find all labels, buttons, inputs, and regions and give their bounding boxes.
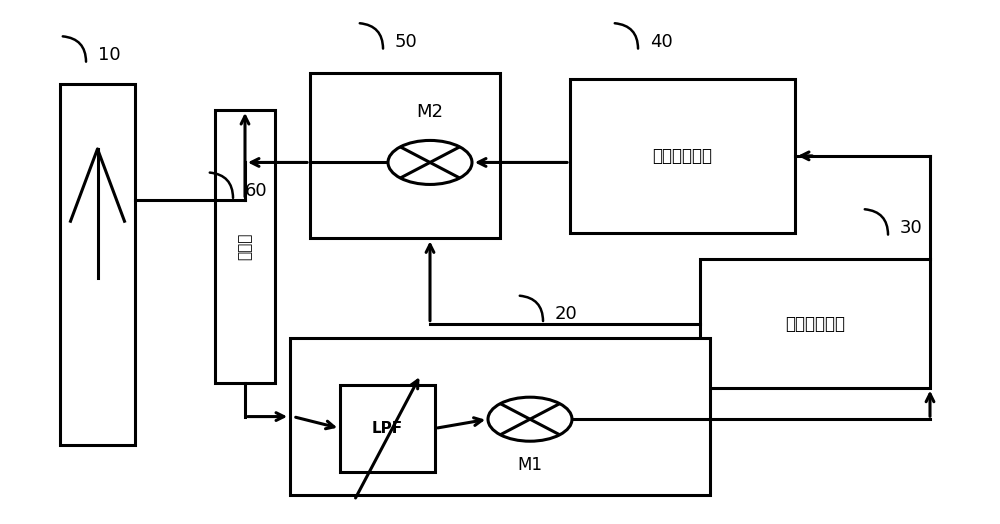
Bar — [700, 259, 930, 388]
Text: 50: 50 — [395, 33, 418, 51]
Text: M1: M1 — [518, 456, 542, 474]
Bar — [340, 385, 435, 472]
Text: 10: 10 — [98, 46, 121, 64]
Circle shape — [488, 397, 572, 441]
Circle shape — [388, 140, 472, 184]
Text: LPF: LPF — [372, 421, 403, 436]
Text: 20: 20 — [555, 305, 578, 323]
Text: 30: 30 — [900, 219, 923, 237]
Bar — [60, 84, 135, 445]
Bar — [310, 73, 500, 238]
Text: 收工器: 收工器 — [238, 233, 252, 260]
Text: 频谱检测装置: 频谱检测装置 — [785, 314, 845, 333]
Text: 基带处理装置: 基带处理装置 — [652, 147, 712, 165]
Text: M2: M2 — [416, 103, 444, 121]
Text: 60: 60 — [245, 182, 268, 200]
Text: 40: 40 — [650, 33, 673, 51]
Bar — [215, 110, 275, 383]
Bar — [570, 79, 795, 233]
Bar — [290, 338, 710, 495]
